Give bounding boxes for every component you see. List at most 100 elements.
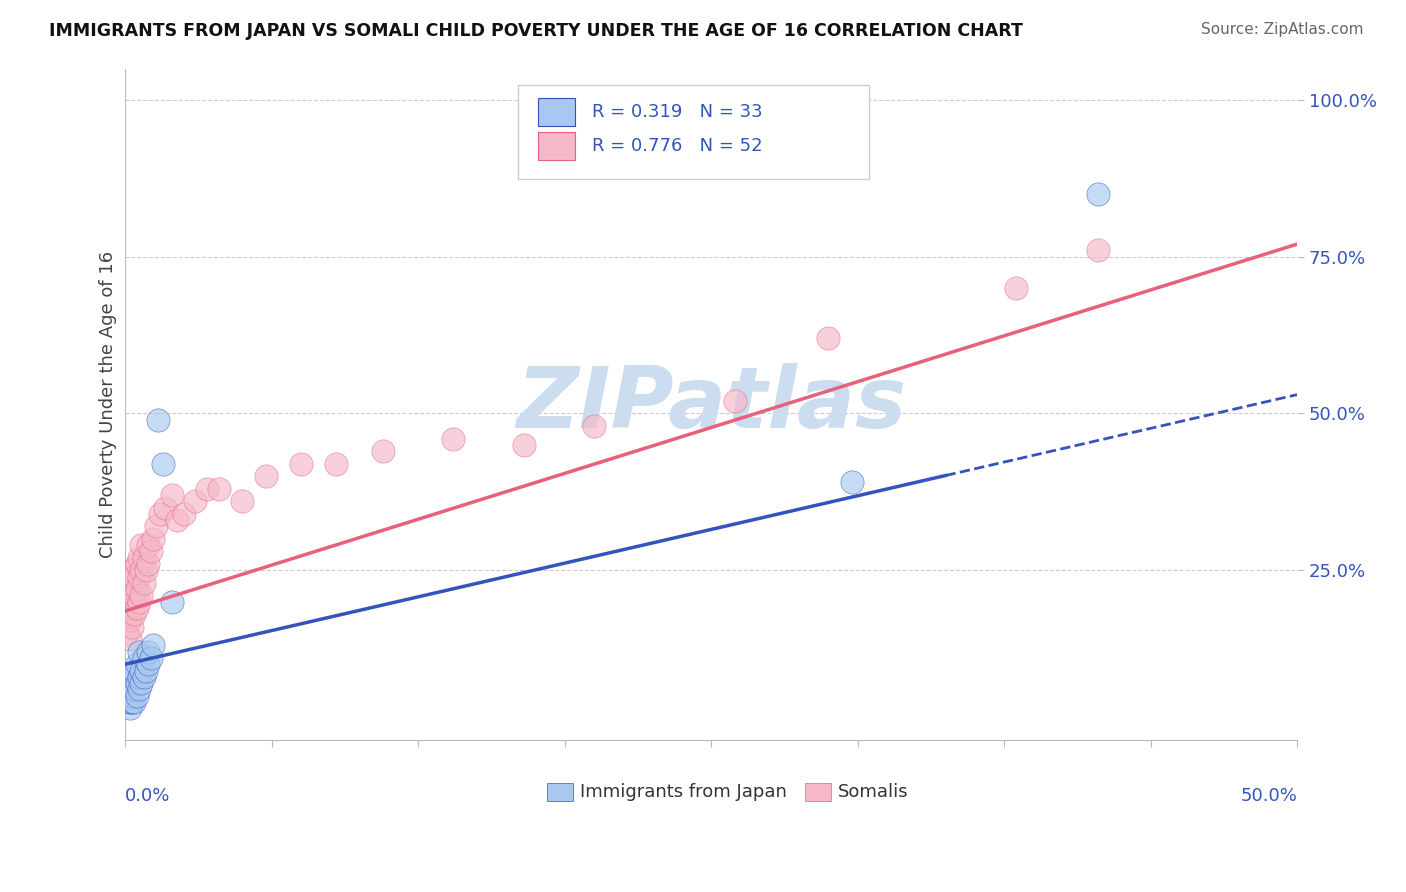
- Point: [118, 701, 141, 715]
- Point: [1087, 186, 1109, 201]
- Point: [121, 582, 143, 596]
- Point: [118, 676, 141, 690]
- Point: [160, 594, 183, 608]
- Point: [142, 639, 165, 653]
- Point: [254, 469, 277, 483]
- Point: [142, 532, 165, 546]
- Point: [371, 444, 394, 458]
- Point: [121, 670, 143, 684]
- Point: [152, 457, 174, 471]
- Point: [125, 582, 148, 596]
- Point: [117, 682, 139, 697]
- Point: [118, 695, 141, 709]
- Point: [290, 457, 312, 471]
- Point: [208, 482, 231, 496]
- Point: [121, 695, 143, 709]
- FancyBboxPatch shape: [517, 86, 869, 179]
- Point: [117, 689, 139, 703]
- Point: [149, 507, 172, 521]
- Text: Somalis: Somalis: [838, 783, 908, 801]
- Point: [817, 331, 839, 345]
- Point: [128, 594, 150, 608]
- Point: [125, 676, 148, 690]
- Point: [138, 557, 160, 571]
- Text: 50.0%: 50.0%: [1240, 787, 1298, 805]
- Point: [132, 575, 155, 590]
- Point: [195, 482, 218, 496]
- Point: [131, 588, 153, 602]
- Point: [146, 413, 169, 427]
- Point: [138, 657, 160, 672]
- Point: [128, 645, 150, 659]
- Point: [124, 607, 146, 621]
- Point: [117, 594, 139, 608]
- Point: [231, 494, 253, 508]
- Point: [512, 438, 534, 452]
- Point: [135, 664, 157, 678]
- Point: [131, 538, 153, 552]
- Point: [128, 569, 150, 583]
- Point: [117, 695, 139, 709]
- Bar: [804, 782, 831, 801]
- Point: [153, 500, 176, 515]
- Point: [1004, 281, 1026, 295]
- Point: [121, 600, 143, 615]
- Point: [124, 569, 146, 583]
- Point: [1087, 244, 1109, 258]
- Point: [128, 670, 150, 684]
- Point: [125, 689, 148, 703]
- Point: [138, 538, 160, 552]
- Point: [138, 645, 160, 659]
- Point: [125, 557, 148, 571]
- Point: [124, 682, 146, 697]
- Point: [325, 457, 347, 471]
- Bar: [547, 782, 572, 801]
- Point: [121, 689, 143, 703]
- Point: [160, 488, 183, 502]
- Point: [131, 664, 153, 678]
- Point: [124, 664, 146, 678]
- Point: [118, 575, 141, 590]
- Text: Immigrants from Japan: Immigrants from Japan: [579, 783, 787, 801]
- Point: [118, 689, 141, 703]
- Point: [135, 563, 157, 577]
- Point: [121, 563, 143, 577]
- Bar: [537, 98, 575, 127]
- Point: [132, 651, 155, 665]
- Point: [582, 419, 605, 434]
- Point: [128, 682, 150, 697]
- Point: [128, 550, 150, 565]
- Text: Source: ZipAtlas.com: Source: ZipAtlas.com: [1201, 22, 1364, 37]
- Text: 0.0%: 0.0%: [125, 787, 170, 805]
- Point: [117, 582, 139, 596]
- Point: [139, 651, 162, 665]
- Point: [117, 626, 139, 640]
- Point: [841, 475, 863, 490]
- Text: IMMIGRANTS FROM JAPAN VS SOMALI CHILD POVERTY UNDER THE AGE OF 16 CORRELATION CH: IMMIGRANTS FROM JAPAN VS SOMALI CHILD PO…: [49, 22, 1024, 40]
- Point: [173, 507, 195, 521]
- Point: [139, 544, 162, 558]
- Point: [118, 614, 141, 628]
- Text: R = 0.776   N = 52: R = 0.776 N = 52: [592, 136, 762, 154]
- Point: [131, 676, 153, 690]
- Point: [131, 563, 153, 577]
- Point: [166, 513, 188, 527]
- Bar: [537, 132, 575, 160]
- Y-axis label: Child Poverty Under the Age of 16: Child Poverty Under the Age of 16: [100, 251, 117, 558]
- Point: [124, 588, 146, 602]
- Point: [145, 519, 167, 533]
- Point: [118, 632, 141, 647]
- Point: [124, 695, 146, 709]
- Point: [184, 494, 207, 508]
- Point: [132, 550, 155, 565]
- Point: [132, 670, 155, 684]
- Point: [723, 393, 745, 408]
- Point: [121, 620, 143, 634]
- Point: [125, 600, 148, 615]
- Point: [441, 432, 464, 446]
- Point: [118, 594, 141, 608]
- Text: R = 0.319   N = 33: R = 0.319 N = 33: [592, 103, 762, 121]
- Point: [117, 607, 139, 621]
- Text: ZIPatlas: ZIPatlas: [516, 362, 907, 445]
- Point: [125, 657, 148, 672]
